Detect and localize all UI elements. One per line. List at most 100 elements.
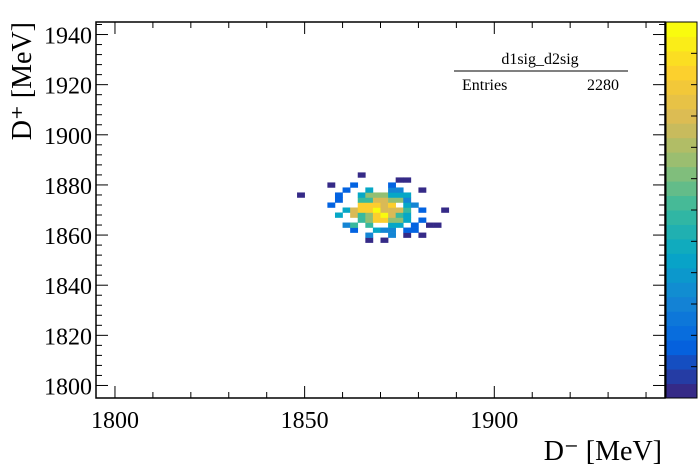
palette-segment — [666, 65, 697, 81]
stats-box: d1sig_d2sig Entries 2280 — [454, 51, 628, 94]
x-tick-label: 1800 — [91, 408, 139, 434]
histogram-bin — [365, 212, 374, 218]
histogram-bin — [403, 197, 412, 203]
histogram-bin — [388, 187, 396, 193]
palette-segment — [666, 296, 697, 312]
histogram-bin — [334, 212, 343, 218]
histogram-bin — [395, 217, 404, 223]
palette-segment — [666, 354, 697, 370]
y-tick-label: 1800 — [44, 374, 92, 400]
palette-segment — [666, 36, 697, 52]
histogram-bin — [357, 202, 366, 208]
palette-segment — [666, 311, 697, 327]
palette-segment — [666, 340, 697, 356]
histogram-bin — [388, 232, 396, 238]
histogram-bin — [365, 237, 374, 243]
x-tick-label: 1900 — [470, 408, 518, 434]
y-tick-label: 1860 — [44, 224, 92, 250]
palette-segment — [666, 267, 697, 283]
histogram-bin — [365, 232, 374, 238]
histogram-bin — [357, 212, 366, 218]
histogram-bin — [388, 202, 396, 208]
histogram-bin — [357, 197, 366, 203]
histogram-bin — [441, 207, 450, 213]
histogram-bin — [388, 197, 396, 203]
histogram-bin — [357, 207, 366, 213]
histogram-bin — [350, 222, 359, 228]
histogram-bin — [380, 192, 389, 198]
histogram-bin — [403, 192, 412, 198]
y-axis-label: D⁺ [MeV] — [7, 22, 38, 140]
histogram-bin — [365, 197, 374, 203]
y-tick-label: 1940 — [44, 24, 92, 50]
palette-segment — [666, 325, 697, 341]
histogram-bin — [380, 202, 389, 208]
palette-segment — [666, 238, 697, 254]
histogram-bin — [372, 212, 381, 218]
histogram-bin — [365, 192, 374, 198]
histogram-bin — [426, 222, 434, 228]
histogram-bin — [380, 227, 389, 233]
palette-segment — [666, 166, 697, 182]
histogram-bin — [395, 187, 404, 193]
histogram-bin — [403, 217, 412, 223]
palette-segment — [666, 253, 697, 269]
palette-segment — [666, 137, 697, 153]
histogram-bin — [327, 182, 336, 188]
histogram-bin — [365, 207, 374, 213]
histogram-bin — [372, 202, 381, 208]
histogram-bin — [410, 227, 419, 233]
histogram-bin — [388, 217, 396, 223]
histogram-bin — [395, 197, 404, 203]
histogram-bin — [372, 207, 381, 213]
histogram-bin — [365, 202, 374, 208]
palette-segment — [666, 369, 697, 385]
histogram-bin — [403, 212, 412, 218]
histogram-bin — [334, 197, 343, 203]
histogram-bin — [357, 192, 366, 198]
histogram-bin — [433, 222, 442, 228]
histogram-bin — [350, 207, 359, 213]
histogram-bin — [380, 197, 389, 203]
histogram-bin — [418, 232, 427, 238]
histogram-bin — [395, 192, 404, 198]
histogram-bin — [410, 222, 419, 228]
histogram-bin — [418, 207, 427, 213]
histogram-bin — [327, 202, 336, 208]
palette-segment — [666, 50, 697, 66]
histogram-bin — [297, 192, 305, 198]
histogram-bin — [357, 172, 366, 178]
histogram-bin — [357, 217, 366, 223]
y-tick-label: 1840 — [44, 274, 92, 300]
histogram-bin — [403, 227, 412, 233]
histogram-bin — [380, 207, 389, 213]
histogram-bin — [365, 187, 374, 193]
histogram-bin — [372, 192, 381, 198]
histogram-bin — [372, 227, 381, 233]
palette-segment — [666, 181, 697, 197]
palette-segment — [666, 152, 697, 168]
histogram-bin — [403, 202, 412, 208]
palette-segment — [666, 210, 697, 225]
histogram-bin — [388, 207, 396, 213]
histogram-bin — [418, 187, 427, 193]
histogram-bin — [334, 192, 343, 198]
y-tick-label: 1820 — [44, 324, 92, 350]
stats-entries-value: 2280 — [587, 77, 619, 94]
palette-segment — [666, 282, 697, 298]
histogram-bin — [395, 207, 404, 213]
histogram-bin — [388, 192, 396, 198]
color-palette — [665, 21, 698, 399]
histogram-bin — [388, 222, 396, 228]
palette-segment — [666, 22, 697, 37]
y-tick-label: 1920 — [44, 74, 92, 100]
histogram-bin — [403, 177, 412, 183]
histogram-bin — [410, 202, 419, 208]
palette-segment — [666, 195, 697, 211]
x-axis-label: D⁻ [MeV] — [544, 436, 662, 467]
axes: 1800 1850 1900 1800 1820 1840 1860 1880 1900 1920… — [44, 22, 665, 434]
histogram-bin — [388, 227, 396, 233]
y-tick-label: 1900 — [44, 124, 92, 150]
histogram-bin — [403, 207, 412, 213]
